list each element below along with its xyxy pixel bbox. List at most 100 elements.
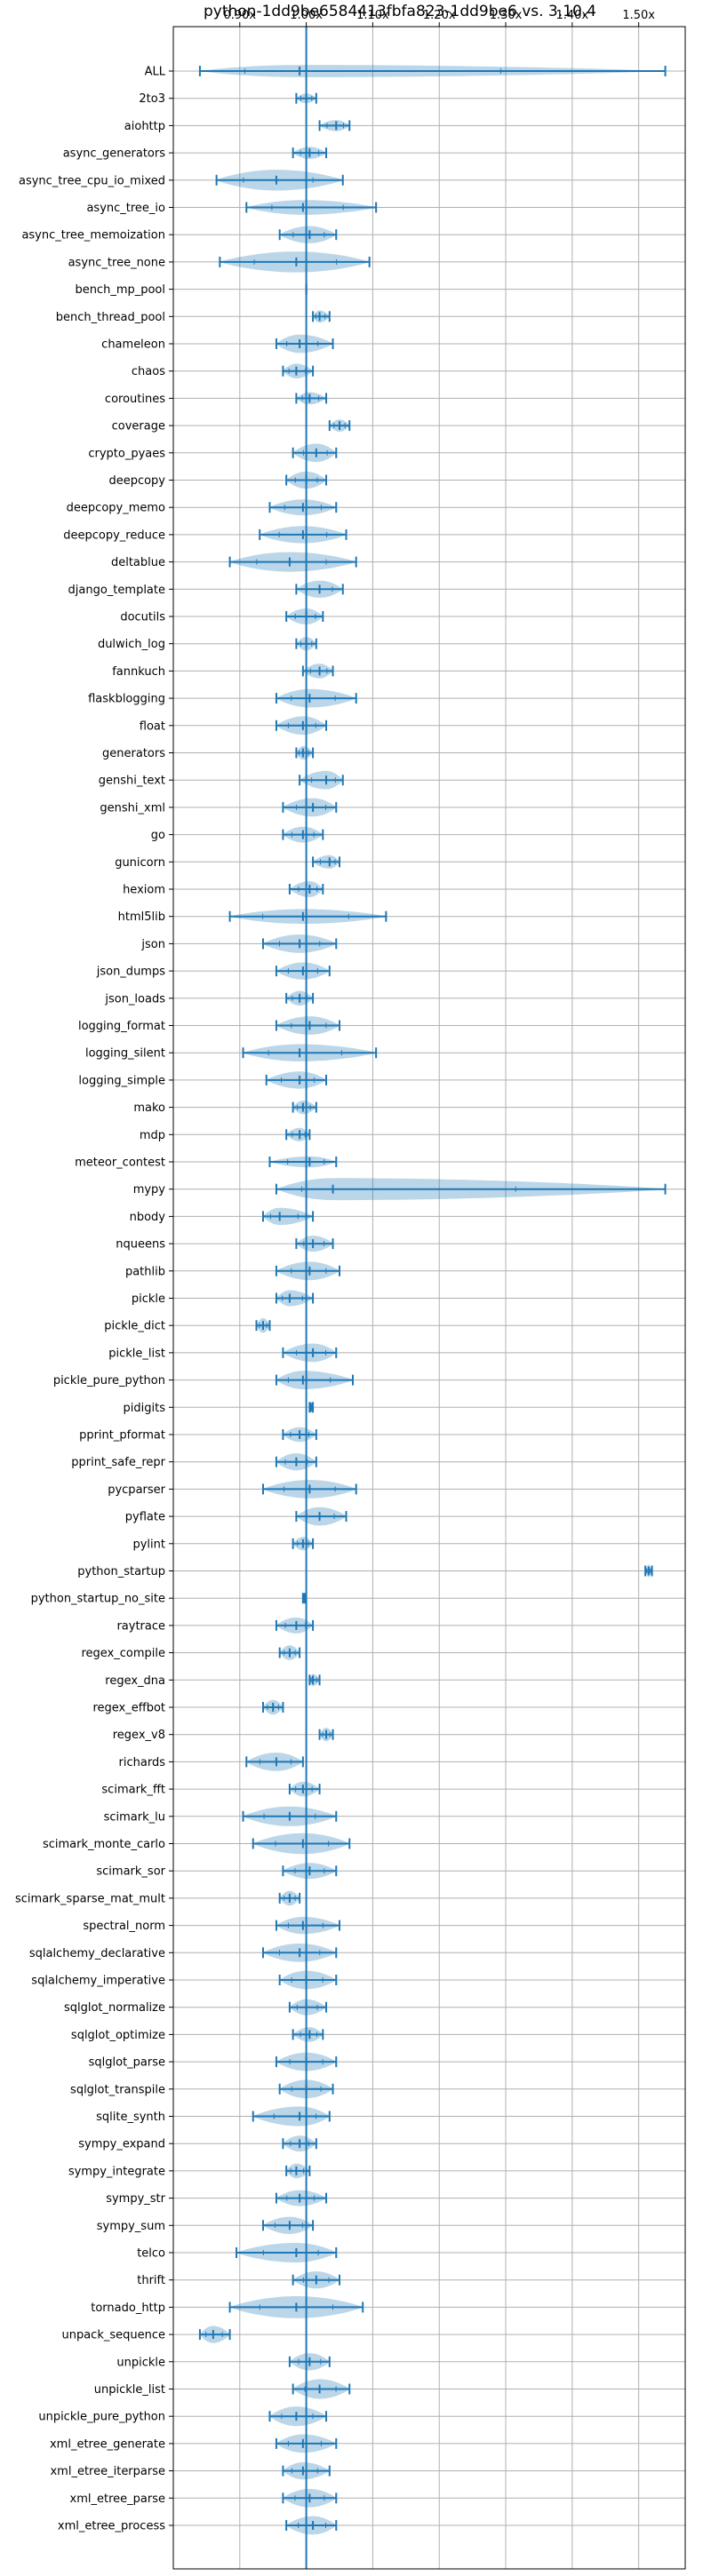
category-label: sympy_str — [106, 2192, 165, 2206]
category-label: pycparser — [108, 1483, 165, 1497]
violin-fannkuch — [301, 664, 334, 679]
category-label: unpickle_list — [94, 2383, 165, 2397]
violin-unpickle_list — [292, 2379, 351, 2399]
violin-sqlalchemy_imperative — [278, 1970, 338, 1990]
category-label: sympy_sum — [97, 2220, 165, 2233]
violin-meteor_contest — [268, 1156, 338, 1168]
violin-deltablue — [228, 552, 357, 572]
violin-logging_silent — [242, 1044, 378, 1061]
violin-genshi_xml — [282, 798, 338, 817]
violin-sympy_sum — [261, 2216, 315, 2234]
category-label: logging_simple — [78, 1074, 165, 1087]
category-label: nbody — [130, 1211, 166, 1224]
category-label: logging_silent — [85, 1047, 165, 1061]
category-label: bench_thread_pool — [56, 311, 165, 324]
category-label: python_startup_no_site — [31, 1593, 165, 1606]
category-label: hexiom — [123, 884, 165, 897]
category-label: coroutines — [105, 393, 165, 406]
violin-scimark_sparse_mat_mult — [278, 1890, 301, 1906]
category-label: flaskblogging — [88, 693, 165, 706]
violin-flaskblogging — [275, 688, 357, 708]
category-label: genshi_text — [99, 775, 165, 788]
violin-deepcopy — [285, 471, 328, 489]
category-label: html5lib — [118, 910, 165, 924]
violin-nbody — [261, 1207, 315, 1226]
category-label: regex_dna — [105, 1674, 165, 1688]
category-label: meteor_contest — [75, 1157, 165, 1170]
category-label: scimark_fft — [101, 1784, 165, 1797]
violin-pathlib — [275, 1261, 341, 1281]
violin-python_startup — [644, 1564, 653, 1578]
category-label: pprint_pformat — [79, 1429, 165, 1443]
violin-mypy — [275, 1178, 667, 1201]
category-label: xml_etree_process — [58, 2520, 165, 2533]
category-label: regex_v8 — [113, 1729, 165, 1742]
violin-mdp — [285, 1127, 311, 1141]
violin-unpickle — [288, 2353, 331, 2371]
axes-frame — [172, 26, 686, 2570]
violin-unpack_sequence — [198, 2326, 231, 2343]
category-label: pickle_pure_python — [53, 1374, 165, 1387]
violin-sqlglot_parse — [275, 2052, 338, 2071]
category-label: async_tree_io — [86, 202, 165, 215]
category-label: async_tree_cpu_io_mixed — [19, 174, 165, 187]
violin-deepcopy_reduce — [259, 526, 348, 544]
x-tick-labels: 0.90x 1.00x 1.10x 1.20x 1.30x 1.40x 1.50x — [223, 9, 655, 27]
violin-regex_compile — [278, 1645, 301, 1660]
violin-dulwich_log — [295, 637, 317, 651]
category-label: mako — [133, 1101, 165, 1115]
category-label: sqlite_synth — [96, 2111, 165, 2124]
violin-sqlglot_optimize — [292, 2027, 324, 2042]
category-label: regex_effbot — [92, 1702, 165, 1715]
category-label: sqlglot_optimize — [71, 2029, 165, 2042]
category-label: pprint_safe_repr — [71, 1456, 165, 1469]
x-tick-label: 1.30x — [490, 9, 523, 22]
violin-pycparser — [261, 1480, 357, 1499]
category-label: float — [140, 720, 165, 733]
violin-async_tree_none — [219, 251, 371, 273]
category-label: genshi_xml — [100, 801, 165, 815]
category-label: pidigits — [124, 1402, 166, 1415]
category-label: unpickle — [116, 2356, 165, 2369]
violin-nqueens — [295, 1236, 334, 1252]
violin-float — [275, 716, 328, 735]
category-label: 2to3 — [139, 92, 165, 106]
category-label: sqlalchemy_imperative — [31, 1975, 165, 1988]
x-tick-label: 0.90x — [223, 9, 256, 22]
category-label: fannkuch — [112, 665, 165, 679]
violin-aiohttp — [318, 120, 351, 131]
category-label: thrift — [137, 2274, 165, 2287]
x-tick-label: 1.10x — [356, 9, 389, 22]
category-label: richards — [119, 1756, 166, 1769]
violin-sympy_expand — [282, 2135, 317, 2152]
violin-pickle_dict — [255, 1317, 271, 1333]
violin-2to3 — [295, 92, 317, 104]
category-label: sympy_expand — [78, 2138, 165, 2151]
category-label: go — [151, 829, 165, 842]
category-label: deepcopy — [108, 474, 165, 488]
violin-bench_thread_pool — [312, 310, 331, 323]
violin-unpickle_pure_python — [268, 2406, 328, 2427]
violin-tornado_http — [228, 2296, 364, 2318]
violin-crypto_pyaes — [292, 443, 338, 463]
category-label: aiohttp — [124, 120, 165, 133]
grid-lines — [173, 27, 685, 2569]
chart-title: python-1dd9be6584413fbfa823-1dd9be6 vs. … — [204, 3, 596, 20]
category-label: sqlglot_transpile — [70, 2083, 165, 2096]
category-label: pathlib — [125, 1265, 165, 1278]
category-label: logging_format — [78, 1020, 165, 1033]
violin-regex_dna — [308, 1674, 321, 1687]
category-label: sqlglot_normalize — [64, 2001, 165, 2015]
category-label: async_tree_none — [68, 256, 165, 269]
category-label: sqlalchemy_declarative — [29, 1947, 165, 1960]
violins — [198, 65, 667, 2535]
violin-django_template — [295, 580, 344, 598]
violin-ALL — [198, 65, 667, 77]
violin-mako — [292, 1101, 317, 1115]
category-label: crypto_pyaes — [88, 447, 165, 460]
violin-chameleon — [275, 334, 334, 354]
category-label: raytrace — [116, 1619, 165, 1633]
x-tick-label: 1.40x — [556, 9, 589, 22]
category-label: pyflate — [125, 1511, 165, 1524]
violin-xml_etree_process — [285, 2516, 338, 2535]
